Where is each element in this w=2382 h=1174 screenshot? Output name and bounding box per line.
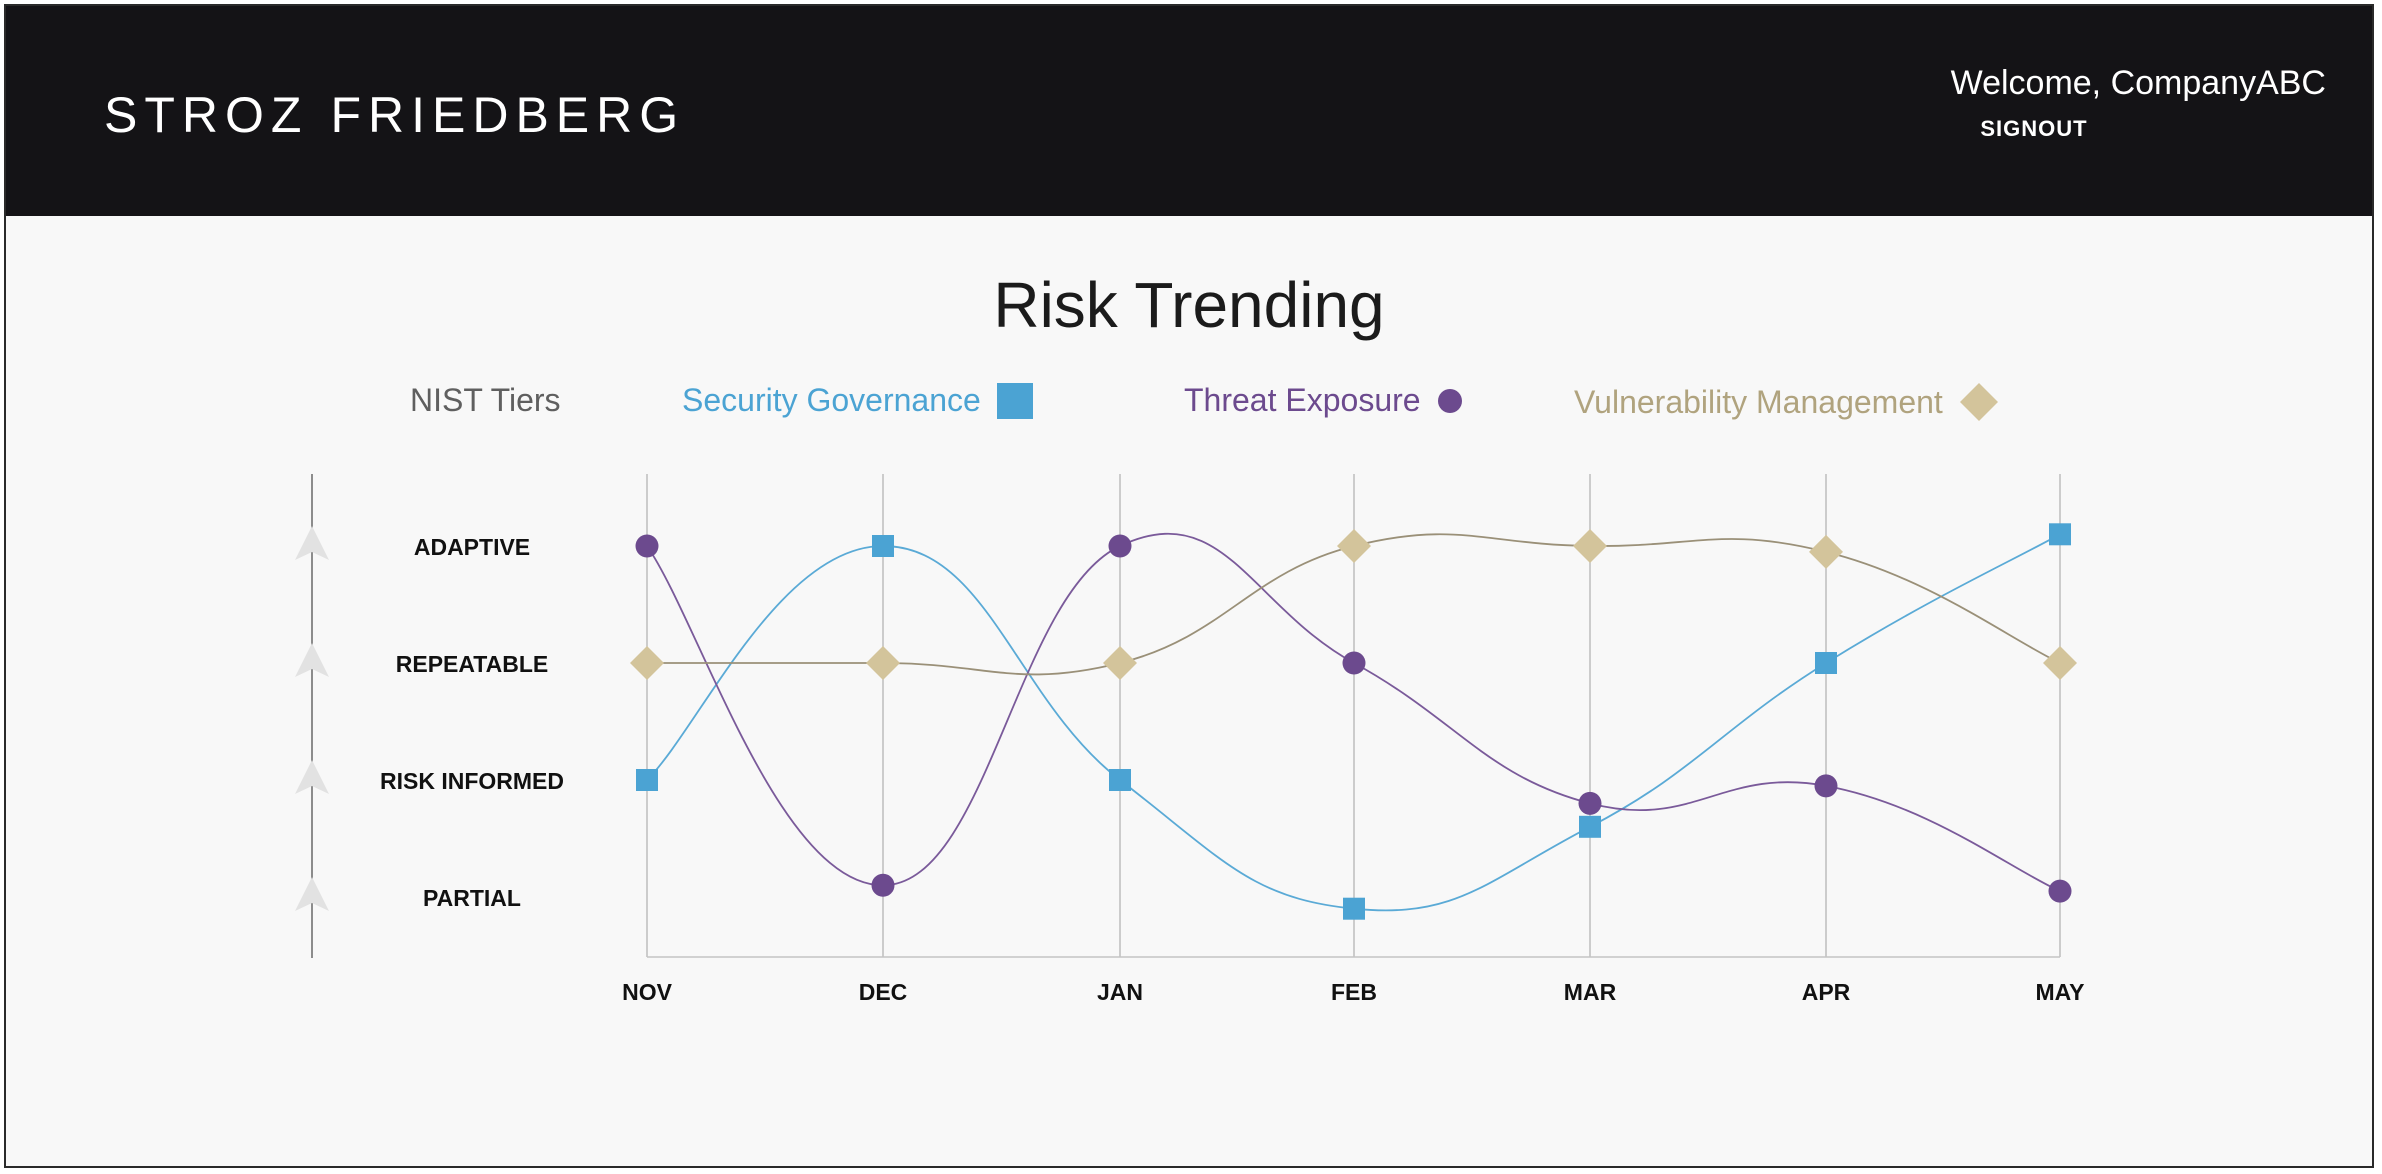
tier-label-adaptive: ADAPTIVE [414,534,530,560]
tier-arrow-icon [295,643,329,677]
x-tick-dec: DEC [859,979,908,1005]
tier-label-risk-informed: RISK INFORMED [380,768,564,794]
legend-vulnerability-management-label: Vulnerability Management [1574,383,1943,420]
diamond-marker-icon [1959,383,1998,421]
vulnerability-management-point-mar [1573,529,1607,563]
security-governance-point-mar [1579,815,1601,838]
x-tick-feb: FEB [1331,979,1377,1005]
tier-arrow-icon [295,526,329,560]
x-tick-mar: MAR [1564,979,1617,1005]
legend-threat-exposure-label: Threat Exposure [1184,382,1421,418]
app-frame: STROZ FRIEDBERG Welcome, CompanyABC SIGNO… [4,4,2374,1168]
legend-security-governance-label: Security Governance [682,382,981,418]
vulnerability-management-point-dec [866,646,900,680]
vulnerability-management-point-may [2043,646,2077,680]
vulnerability-management-point-jan [1103,646,1137,680]
threat-exposure-point-nov [635,534,659,558]
x-tick-apr: APR [1802,979,1851,1005]
circle-marker-icon [1437,388,1462,413]
x-tick-may: MAY [2036,979,2085,1005]
tier-label-partial: PARTIAL [423,885,521,911]
square-marker-icon [996,382,1033,419]
vulnerability-management-point-nov [630,646,664,680]
vulnerability-management-point-feb [1337,529,1371,563]
brand-left: STROZ [104,87,309,143]
legend-vulnerability-management[interactable]: Vulnerability Management [1574,382,1999,422]
threat-exposure-point-apr [1814,774,1838,798]
threat-exposure-point-jan [1108,534,1132,558]
legend-threat-exposure[interactable]: Threat Exposure [1184,382,1463,419]
tier-arrow-icon [295,877,329,911]
legend-nist-tiers-label: NIST Tiers [410,382,561,418]
security-governance-point-nov [636,769,658,791]
series-line-threat-exposure [646,532,2061,892]
legend-nist-tiers: NIST Tiers [410,382,561,419]
security-governance-point-jan [1109,769,1131,791]
top-header: STROZ FRIEDBERG Welcome, CompanyABC SIGNO… [6,6,2372,216]
security-governance-point-apr [1815,652,1837,674]
security-governance-point-may [2049,523,2071,546]
tier-label-repeatable: REPEATABLE [396,651,549,677]
legend-security-governance[interactable]: Security Governance [682,382,1033,419]
risk-trending-chart: PARTIAL RISK INFORMED REPEATABLE ADAPTIVE NO… [295,474,2085,1005]
threat-exposure-point-mar [1578,791,1602,815]
chart-title: Risk Trending [993,269,1385,341]
threat-exposure-point-dec [871,873,895,897]
brand-right: FRIEDBERG [330,87,686,143]
x-tick-jan: JAN [1097,979,1143,1005]
welcome-text: Welcome, CompanyABC [1950,64,2326,102]
tier-arrow-icon [295,760,329,794]
security-governance-point-feb [1343,897,1365,920]
threat-exposure-point-may [2048,879,2072,903]
threat-exposure-point-feb [1342,651,1366,675]
vulnerability-management-point-apr [1809,534,1843,569]
x-tick-nov: NOV [622,979,673,1005]
signout-button[interactable]: SIGNOUT [1980,116,2088,141]
brand-logo: STROZ FRIEDBERG [104,86,685,144]
security-governance-point-dec [872,535,894,557]
